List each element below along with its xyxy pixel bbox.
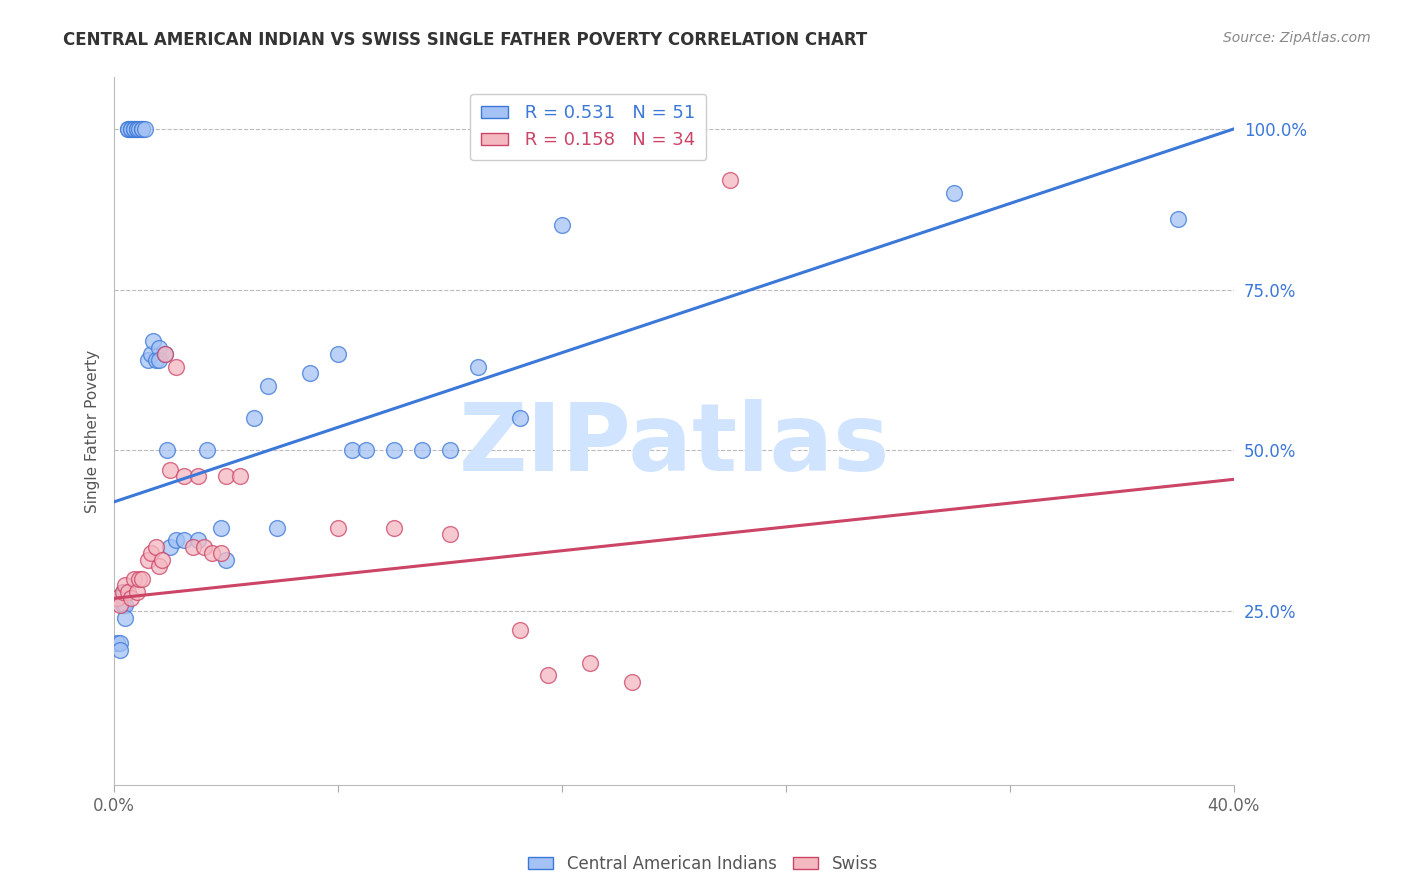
Point: [187, 469, 209, 483]
Point: [114, 585, 136, 599]
Point: [326, 347, 349, 361]
Point: [215, 552, 238, 566]
Legend:  R = 0.531   N = 51,  R = 0.158   N = 34: R = 0.531 N = 51, R = 0.158 N = 34: [471, 94, 706, 161]
Point: [111, 591, 134, 606]
Point: [142, 334, 165, 348]
Point: [340, 443, 363, 458]
Point: [136, 552, 159, 566]
Point: [136, 353, 159, 368]
Point: [150, 552, 173, 566]
Point: [128, 121, 150, 136]
Point: [131, 121, 153, 136]
Point: [509, 624, 531, 638]
Point: [439, 527, 461, 541]
Point: [1167, 211, 1189, 226]
Point: [943, 186, 966, 201]
Point: [128, 572, 150, 586]
Point: [257, 379, 280, 393]
Point: [209, 546, 232, 560]
Point: [201, 546, 224, 560]
Point: [134, 121, 156, 136]
Text: ZIPatlas: ZIPatlas: [458, 400, 890, 491]
Point: [718, 173, 741, 187]
Y-axis label: Single Father Poverty: Single Father Poverty: [86, 350, 100, 513]
Point: [120, 591, 142, 606]
Point: [209, 520, 232, 534]
Point: [111, 585, 134, 599]
Point: [105, 591, 128, 606]
Point: [165, 359, 187, 374]
Point: [148, 559, 170, 574]
Point: [153, 347, 176, 361]
Point: [122, 121, 145, 136]
Point: [139, 546, 162, 560]
Point: [131, 121, 153, 136]
Point: [111, 585, 134, 599]
Text: CENTRAL AMERICAN INDIAN VS SWISS SINGLE FATHER POVERTY CORRELATION CHART: CENTRAL AMERICAN INDIAN VS SWISS SINGLE …: [63, 31, 868, 49]
Point: [266, 520, 288, 534]
Point: [193, 540, 215, 554]
Point: [148, 353, 170, 368]
Point: [111, 598, 134, 612]
Point: [621, 674, 644, 689]
Point: [145, 353, 167, 368]
Point: [382, 520, 405, 534]
Point: [159, 463, 181, 477]
Point: [125, 585, 148, 599]
Point: [165, 533, 187, 548]
Point: [187, 533, 209, 548]
Point: [195, 443, 218, 458]
Point: [114, 610, 136, 624]
Point: [215, 469, 238, 483]
Point: [139, 347, 162, 361]
Point: [114, 598, 136, 612]
Point: [326, 520, 349, 534]
Point: [354, 443, 377, 458]
Point: [131, 572, 153, 586]
Point: [148, 341, 170, 355]
Point: [181, 540, 204, 554]
Point: [382, 443, 405, 458]
Point: [125, 121, 148, 136]
Point: [108, 636, 131, 650]
Text: Source: ZipAtlas.com: Source: ZipAtlas.com: [1223, 31, 1371, 45]
Point: [122, 572, 145, 586]
Point: [108, 642, 131, 657]
Point: [117, 121, 139, 136]
Point: [120, 121, 142, 136]
Point: [299, 366, 322, 380]
Point: [120, 121, 142, 136]
Point: [125, 121, 148, 136]
Point: [105, 636, 128, 650]
Point: [537, 668, 560, 682]
Point: [229, 469, 252, 483]
Point: [579, 656, 602, 670]
Point: [122, 121, 145, 136]
Point: [509, 411, 531, 425]
Point: [117, 585, 139, 599]
Point: [173, 533, 195, 548]
Point: [108, 598, 131, 612]
Point: [411, 443, 433, 458]
Point: [467, 359, 489, 374]
Point: [159, 540, 181, 554]
Point: [153, 347, 176, 361]
Point: [551, 219, 574, 233]
Point: [117, 121, 139, 136]
Point: [145, 540, 167, 554]
Point: [243, 411, 266, 425]
Legend: Central American Indians, Swiss: Central American Indians, Swiss: [522, 848, 884, 880]
Point: [156, 443, 179, 458]
Point: [173, 469, 195, 483]
Point: [439, 443, 461, 458]
Point: [114, 578, 136, 592]
